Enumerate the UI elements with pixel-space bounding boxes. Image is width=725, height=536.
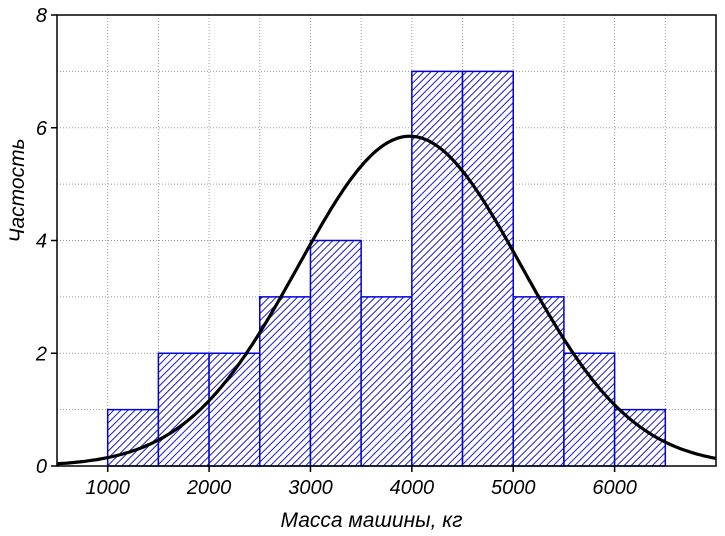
x-tick-label: 6000	[592, 477, 637, 499]
x-tick-label: 5000	[491, 477, 536, 499]
x-tick-labels: 1000 2000 3000 4000 5000 6000	[85, 477, 636, 499]
y-tick-label: 4	[36, 231, 47, 253]
x-tick-label: 2000	[186, 477, 232, 499]
histogram-bar	[259, 296, 312, 467]
y-axis-title: Частость	[6, 138, 29, 242]
histogram-bar	[106, 408, 160, 467]
histogram-bars	[106, 70, 667, 467]
histogram-bar	[411, 70, 464, 467]
histogram-bar	[360, 296, 413, 467]
y-tick-label: 0	[36, 456, 47, 478]
y-tick-label: 8	[36, 5, 47, 27]
x-tick-label: 3000	[288, 477, 333, 499]
histogram-bar	[461, 70, 514, 467]
histogram-bar	[512, 296, 565, 467]
y-tick-label: 2	[35, 343, 47, 365]
histogram-bar	[309, 239, 362, 467]
y-tick-label: 6	[36, 118, 48, 140]
normal-fit-curve	[56, 134, 717, 466]
axis-ticks	[51, 14, 616, 472]
histogram-bar	[563, 352, 616, 467]
y-tick-labels: 0 2 4 6 8	[35, 5, 48, 478]
histogram-bar	[613, 408, 667, 467]
x-axis-title: Масса машины, кг	[280, 509, 462, 532]
x-tick-label: 1000	[85, 477, 130, 499]
x-tick-label: 4000	[390, 477, 435, 499]
